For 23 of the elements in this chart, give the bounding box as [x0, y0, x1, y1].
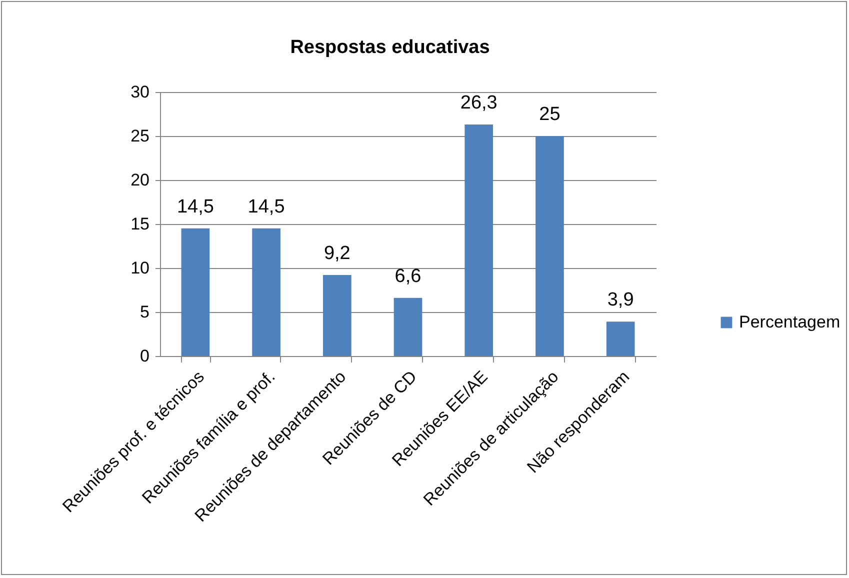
- data-label: 25: [539, 104, 560, 125]
- bar: [394, 298, 422, 356]
- y-tick-label: 0: [140, 346, 150, 366]
- y-tick-label: 10: [130, 258, 150, 278]
- chart-title: Respostas educativas: [290, 37, 490, 58]
- data-label: 9,2: [324, 243, 350, 264]
- bar: [322, 275, 352, 356]
- data-label: 3,9: [607, 290, 634, 311]
- y-tick-label: 25: [130, 126, 150, 146]
- bar: [464, 124, 494, 356]
- data-label: 14,5: [248, 196, 285, 218]
- bar: [536, 136, 564, 356]
- legend-label: Percentagem: [739, 312, 840, 332]
- bar: [181, 228, 210, 356]
- y-tick-label: 20: [130, 170, 150, 190]
- data-label: 26,3: [460, 92, 498, 114]
- y-tick-label: 5: [140, 302, 150, 322]
- data-label: 6,6: [394, 266, 422, 287]
- bar: [252, 228, 280, 356]
- y-tick-label: 30: [130, 82, 150, 102]
- bar: [606, 322, 635, 356]
- y-tick-label: 15: [130, 214, 150, 234]
- data-label: 14,5: [176, 196, 214, 218]
